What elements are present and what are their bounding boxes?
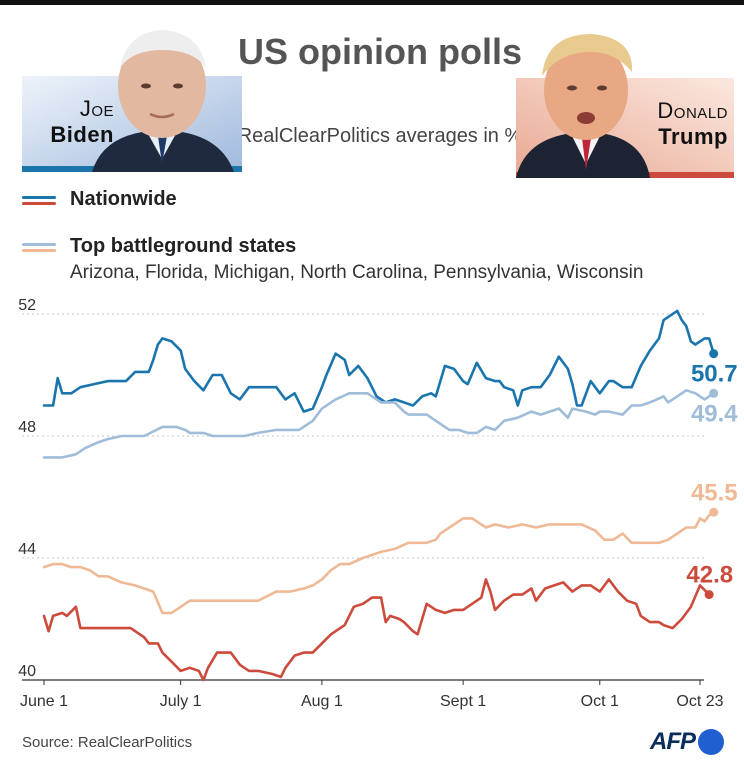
chart-grid bbox=[22, 313, 704, 681]
biden-first-name: Joe bbox=[79, 96, 114, 121]
legend-battleground-states: Arizona, Florida, Michigan, North Caroli… bbox=[70, 262, 644, 283]
trump-photo-illustration bbox=[516, 34, 734, 178]
afp-logo-text: AFP bbox=[650, 728, 696, 755]
series-line-trump_national bbox=[42, 578, 711, 682]
biden-photo-illustration bbox=[22, 30, 242, 172]
afp-logo-dot bbox=[698, 729, 724, 755]
series-end-point-biden_battleground bbox=[709, 388, 719, 398]
legend-battleground: Top battleground states bbox=[22, 235, 296, 258]
legend-battleground-swatch bbox=[22, 240, 56, 254]
source-note: Source: RealClearPolitics bbox=[22, 734, 193, 751]
page-title: US opinion polls bbox=[238, 31, 522, 72]
trump-name: Donald Trump bbox=[516, 98, 728, 150]
biden-portrait: Joe Biden bbox=[22, 24, 242, 172]
series-line-biden_national bbox=[42, 309, 716, 413]
biden-last-name: Biden bbox=[50, 122, 114, 147]
trump-last-name: Trump bbox=[658, 124, 728, 149]
series-end-point-trump_battleground bbox=[709, 507, 719, 517]
x-tick-label: Sept 1 bbox=[440, 693, 486, 710]
legend-nationwide: Nationwide bbox=[22, 188, 177, 211]
series-end-label-biden_battleground: 49.4 bbox=[691, 400, 738, 427]
series-line-trump_battleground bbox=[42, 511, 716, 615]
legend-battleground-label: Top battleground states bbox=[70, 235, 297, 257]
series-end-label-trump_national: 42.8 bbox=[686, 562, 733, 589]
x-tick-label: Oct 1 bbox=[581, 693, 619, 710]
trump-first-name: Donald bbox=[657, 98, 728, 123]
x-tick-label: July 1 bbox=[160, 693, 202, 710]
chart-series bbox=[42, 309, 719, 682]
series-line-biden_battleground bbox=[42, 389, 716, 459]
series-end-point-trump_national bbox=[704, 590, 714, 600]
poll-chart: 40 44 48 52 June 1 July 1 Aug 1 Sept 1 Oct 1 Oct… bbox=[18, 297, 738, 710]
page-subtitle: RealClearPolitics averages in % bbox=[237, 125, 523, 147]
trump-portrait: Donald Trump bbox=[516, 30, 734, 178]
top-bar bbox=[0, 0, 744, 5]
biden-name: Joe Biden bbox=[22, 96, 114, 148]
legend-nationwide-label: Nationwide bbox=[70, 188, 177, 210]
x-axis-ticks: June 1 July 1 Aug 1 Sept 1 Oct 1 Oct 23 bbox=[20, 680, 724, 710]
y-tick-label: 44 bbox=[18, 541, 36, 558]
end-labels: 50.7 49.4 45.5 42.8 bbox=[686, 361, 738, 589]
y-tick-label: 52 bbox=[18, 297, 36, 314]
series-end-label-biden_national: 50.7 bbox=[691, 361, 738, 388]
legend-nationwide-swatch bbox=[22, 193, 56, 207]
x-tick-label: Oct 23 bbox=[676, 693, 723, 710]
y-tick-label: 48 bbox=[18, 419, 36, 436]
x-tick-label: Aug 1 bbox=[301, 693, 343, 710]
afp-logo: AFP bbox=[650, 728, 724, 756]
series-end-point-biden_national bbox=[709, 349, 719, 359]
y-axis-ticks: 40 44 48 52 bbox=[18, 297, 36, 680]
x-tick-label: June 1 bbox=[20, 693, 68, 710]
series-end-label-trump_battleground: 45.5 bbox=[691, 479, 738, 506]
y-tick-label: 40 bbox=[18, 663, 36, 680]
